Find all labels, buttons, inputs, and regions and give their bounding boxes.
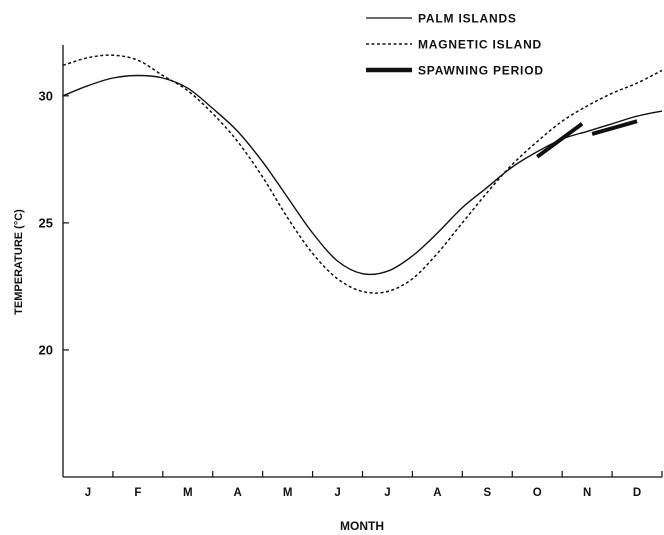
x-tick-label: S (483, 487, 491, 499)
legend-label: SPAWNING PERIOD (418, 64, 544, 78)
x-tick-label: J (384, 487, 390, 499)
legend-label: PALM ISLANDS (418, 12, 517, 26)
x-tick-label: M (183, 487, 193, 499)
x-tick-label: A (433, 487, 441, 499)
spawning-period-segment (536, 122, 584, 159)
x-tick-label: O (533, 487, 542, 499)
x-tick-label: J (85, 487, 91, 499)
magnetic-island-line (62, 54, 663, 294)
y-axis-label: TEMPERATURE (°C) (13, 209, 25, 315)
y-tick-label: 30 (39, 88, 53, 103)
x-tick-label: J (334, 487, 340, 499)
legend-label: MAGNETIC ISLAND (418, 38, 542, 52)
x-tick-label: M (283, 487, 293, 499)
x-tick-label: N (583, 487, 591, 499)
x-axis-label: MONTH (340, 519, 384, 533)
y-tick-label: 25 (39, 215, 53, 230)
y-tick-label: 20 (39, 342, 53, 357)
x-tick-label: F (134, 487, 141, 499)
spawning-period-marks (536, 119, 638, 159)
spawning-period-segment (591, 119, 638, 136)
x-tick-label: D (633, 487, 641, 499)
y-tick-labels: 20 25 30 (39, 88, 69, 357)
chart-legend: PALM ISLANDS MAGNETIC ISLAND SPAWNING PERI… (366, 12, 544, 78)
chart-axes (62, 45, 662, 478)
x-tick-label: A (234, 487, 242, 499)
chart-series (62, 54, 663, 294)
palm-islands-line (62, 74, 663, 276)
